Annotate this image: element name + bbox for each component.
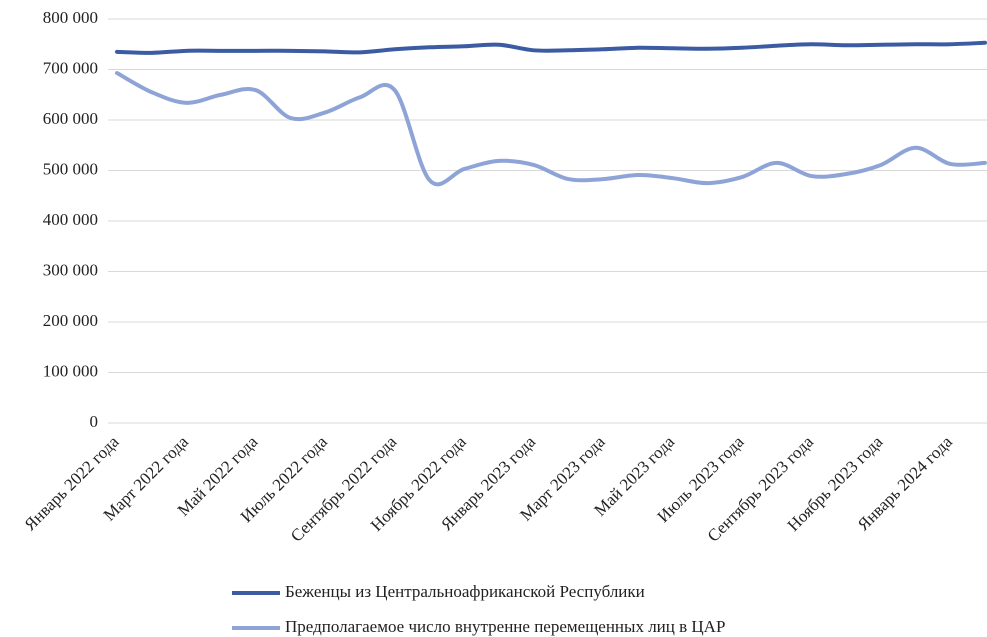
y-tick-label: 400 000: [43, 210, 98, 229]
y-tick-label: 0: [90, 412, 99, 431]
y-tick-label: 800 000: [43, 8, 98, 27]
y-tick-label: 200 000: [43, 311, 98, 330]
y-tick-label: 100 000: [43, 361, 98, 380]
legend-label: Беженцы из Центральноафриканской Республ…: [285, 582, 645, 601]
y-tick-label: 700 000: [43, 58, 98, 77]
y-tick-label: 500 000: [43, 159, 98, 178]
y-tick-label: 600 000: [43, 109, 98, 128]
y-tick-label: 300 000: [43, 260, 98, 279]
series-line: [115, 71, 987, 187]
legend-label: Предполагаемое число внутренне перемещен…: [285, 617, 725, 636]
series-line: [115, 40, 987, 55]
